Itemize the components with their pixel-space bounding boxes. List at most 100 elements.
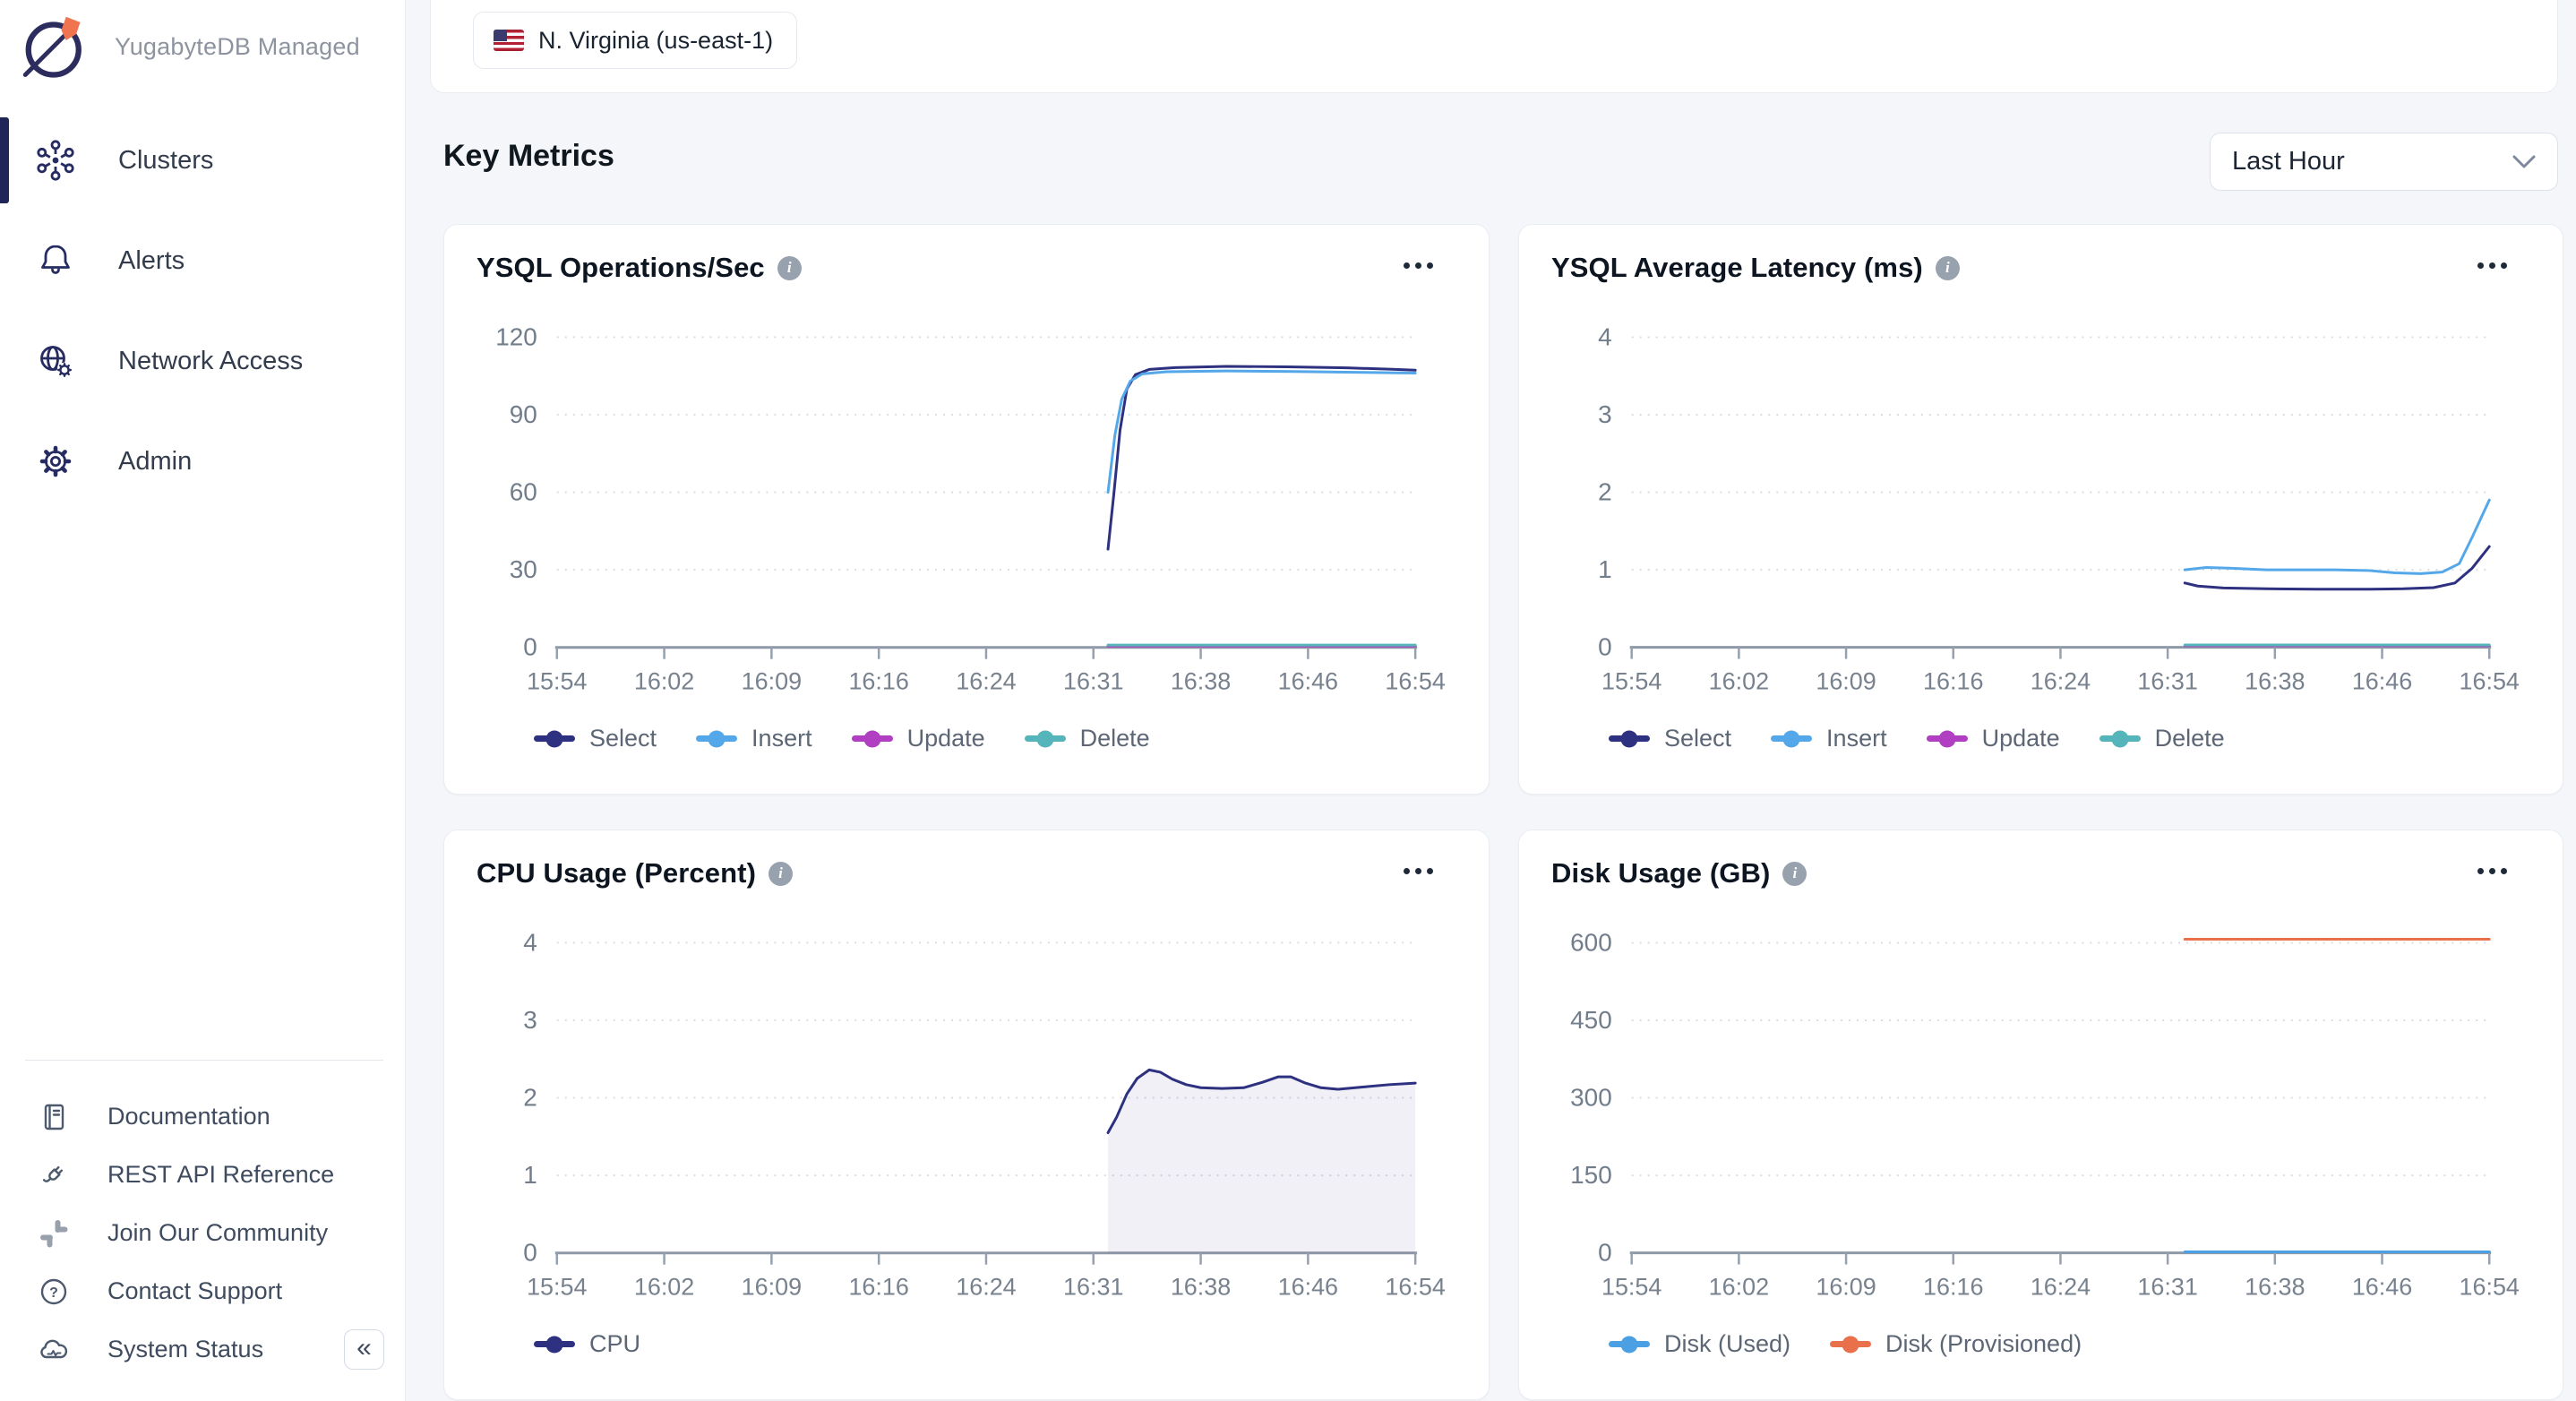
more-options-button[interactable]	[1398, 863, 1438, 880]
sidebar-link-support[interactable]: ? Contact Support	[0, 1262, 405, 1320]
legend-item-cpu[interactable]: CPU	[534, 1330, 640, 1358]
svg-text:16:38: 16:38	[1171, 1274, 1231, 1301]
svg-text:16:46: 16:46	[2352, 667, 2412, 694]
sidebar-item-label: Admin	[118, 447, 192, 477]
collapse-chevrons-icon: «	[356, 1335, 372, 1362]
chart-canvas[interactable]: 0123415:5416:0216:0916:1616:2416:3116:38…	[1519, 310, 2563, 709]
chart-canvas[interactable]: 015030045060015:5416:0216:0916:1616:2416…	[1519, 915, 2563, 1314]
svg-text:0: 0	[1598, 633, 1612, 661]
legend-label: Update	[1982, 725, 2060, 752]
sidebar-link-community[interactable]: Join Our Community	[0, 1204, 405, 1262]
region-chip[interactable]: N. Virginia (us-east-1)	[473, 12, 797, 69]
chart-legend: Disk (Used) Disk (Provisioned)	[1609, 1330, 2082, 1358]
svg-text:16:24: 16:24	[956, 668, 1016, 695]
legend-item-disk-used[interactable]: Disk (Used)	[1609, 1330, 1790, 1358]
legend-label: Delete	[1080, 725, 1150, 752]
legend-label: Select	[1664, 725, 1731, 752]
sidebar-link-label: Documentation	[107, 1103, 270, 1130]
svg-text:16:16: 16:16	[1923, 1273, 1983, 1300]
sidebar-item-network-access[interactable]: Network Access	[0, 318, 405, 404]
svg-text:16:46: 16:46	[1278, 1274, 1338, 1301]
more-options-button[interactable]	[1398, 257, 1438, 274]
chart-legend: CPU	[534, 1330, 640, 1358]
legend-item-select[interactable]: Select	[534, 725, 657, 752]
svg-text:16:02: 16:02	[634, 668, 694, 695]
legend-item-disk-provisioned[interactable]: Disk (Provisioned)	[1830, 1330, 2082, 1358]
sidebar-link-label: Join Our Community	[107, 1219, 328, 1247]
legend-item-select[interactable]: Select	[1609, 725, 1731, 752]
sidebar-link-label: System Status	[107, 1336, 263, 1363]
sidebar-link-label: REST API Reference	[107, 1161, 334, 1189]
svg-text:0: 0	[523, 633, 537, 661]
slack-icon	[36, 1216, 72, 1251]
metric-card-cpu-usage: CPU Usage (Percent) i 0123415:5416:0216:…	[443, 829, 1490, 1400]
chevron-down-icon	[2512, 155, 2536, 168]
sidebar-item-admin[interactable]: Admin	[0, 418, 405, 504]
metric-card-ysql-operations: YSQL Operations/Sec i 030609012015:5416:…	[443, 224, 1490, 795]
svg-text:16:31: 16:31	[2137, 667, 2197, 694]
sidebar-item-clusters[interactable]: Clusters	[0, 117, 405, 203]
svg-text:16:31: 16:31	[2137, 1273, 2197, 1300]
svg-text:16:16: 16:16	[848, 1274, 908, 1301]
svg-text:16:54: 16:54	[1385, 1274, 1445, 1301]
legend-marker-icon	[1025, 735, 1066, 742]
info-icon[interactable]: i	[1936, 256, 1960, 280]
svg-text:16:16: 16:16	[848, 668, 908, 695]
info-icon[interactable]: i	[1782, 862, 1807, 886]
legend-item-insert[interactable]: Insert	[1771, 725, 1887, 752]
primary-nav: Clusters Alerts	[0, 117, 405, 519]
sidebar-item-alerts[interactable]: Alerts	[0, 218, 405, 304]
svg-text:120: 120	[495, 322, 537, 350]
svg-text:16:09: 16:09	[1816, 1273, 1876, 1300]
legend-item-update[interactable]: Update	[1927, 725, 2060, 752]
chart-canvas[interactable]: 0123415:5416:0216:0916:1616:2416:3116:38…	[444, 915, 1489, 1314]
svg-text:15:54: 15:54	[1601, 1273, 1662, 1300]
legend-marker-icon	[852, 735, 893, 742]
legend-item-delete[interactable]: Delete	[2099, 725, 2225, 752]
legend-marker-icon	[1927, 735, 1968, 742]
sidebar-item-label: Alerts	[118, 246, 185, 276]
legend-label: Insert	[751, 725, 812, 752]
legend-marker-icon	[1830, 1341, 1871, 1347]
time-range-value: Last Hour	[2232, 147, 2512, 176]
sidebar-collapse-button[interactable]: «	[344, 1329, 384, 1370]
app-logo[interactable]: YugabyteDB Managed	[14, 9, 360, 84]
globe-gear-icon	[34, 340, 77, 382]
legend-item-update[interactable]: Update	[852, 725, 985, 752]
plug-icon	[36, 1157, 72, 1193]
sidebar-link-documentation[interactable]: Documentation	[0, 1087, 405, 1146]
svg-text:3: 3	[1598, 400, 1612, 428]
svg-text:2: 2	[523, 1084, 537, 1112]
legend-item-delete[interactable]: Delete	[1025, 725, 1150, 752]
cluster-header-card: N. Virginia (us-east-1)	[430, 0, 2558, 93]
svg-text:16:16: 16:16	[1923, 667, 1983, 694]
info-icon[interactable]: i	[769, 862, 793, 886]
more-options-button[interactable]	[2472, 863, 2512, 880]
more-options-button[interactable]	[2472, 257, 2512, 274]
sidebar-link-label: Contact Support	[107, 1277, 282, 1305]
legend-marker-icon	[534, 1341, 575, 1347]
time-range-select[interactable]: Last Hour	[2210, 133, 2558, 191]
svg-text:16:54: 16:54	[1385, 668, 1445, 695]
legend-marker-icon	[1609, 1341, 1650, 1347]
chart-legend: Select Insert Update Delete	[534, 725, 1150, 752]
sidebar-link-rest-api[interactable]: REST API Reference	[0, 1146, 405, 1204]
yugabyte-logo-icon	[14, 9, 90, 84]
svg-text:15:54: 15:54	[527, 668, 587, 695]
card-title: CPU Usage (Percent)	[477, 857, 756, 890]
info-icon[interactable]: i	[777, 256, 802, 280]
legend-label: Select	[589, 725, 657, 752]
svg-text:3: 3	[523, 1006, 537, 1034]
brand-title: YugabyteDB Managed	[115, 33, 360, 61]
chart-canvas[interactable]: 030609012015:5416:0216:0916:1616:2416:31…	[444, 310, 1489, 709]
legend-item-insert[interactable]: Insert	[696, 725, 812, 752]
svg-text:2: 2	[1598, 478, 1612, 506]
us-flag-icon	[494, 30, 524, 51]
svg-text:16:46: 16:46	[1278, 668, 1338, 695]
svg-text:1: 1	[523, 1161, 537, 1189]
cloud-status-icon	[36, 1332, 72, 1368]
main-content: N. Virginia (us-east-1) Key Metrics Last…	[405, 0, 2576, 1401]
svg-text:60: 60	[510, 478, 537, 506]
svg-text:1: 1	[1598, 555, 1612, 583]
bell-icon	[34, 239, 77, 282]
